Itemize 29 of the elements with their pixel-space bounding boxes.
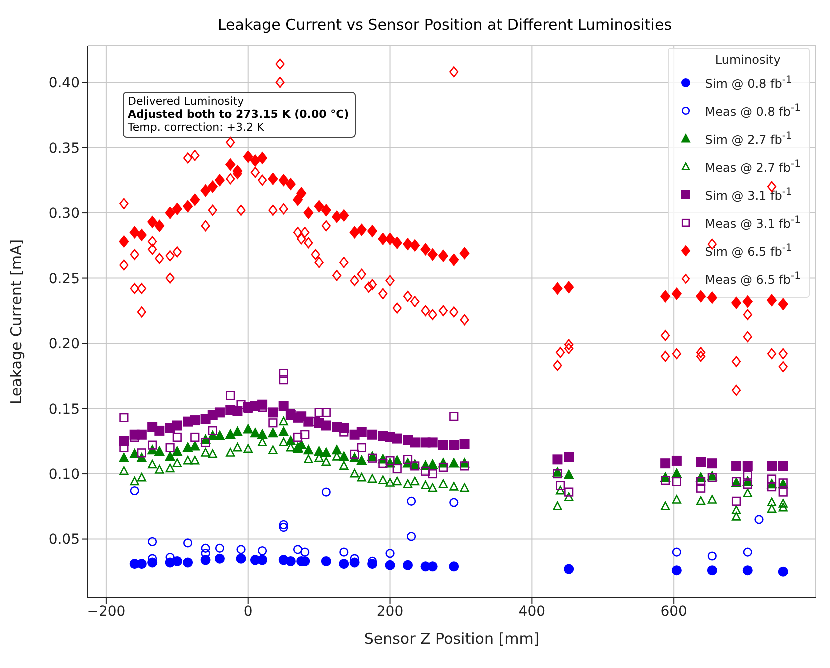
y-axis-title: Leakage Current [mA] [7,239,26,405]
y-tick-label: 0.30 [48,206,80,222]
annotation: Adjusted both to 273.15 K (0.00 °C) [128,108,350,121]
x-tick-label: 400 [518,604,546,620]
y-tick-label: 0.35 [48,140,80,157]
legend-label: Meas @ 2.7 fb$^{-1}$ [705,159,801,175]
legend-label: Sim @ 0.8 fb$^{-1}$ [705,75,792,91]
y-tick-label: 0.10 [48,467,80,483]
x-tick-label: −200 [87,604,126,620]
legend-label: Meas @ 0.8 fb$^{-1}$ [705,103,801,119]
y-tick-label: 0.25 [48,271,80,288]
x-tick-label: 200 [376,604,404,620]
y-tick-label: 0.40 [48,76,80,92]
legend-label: Sim @ 2.7 fb$^{-1}$ [705,131,792,147]
legend-title: Luminosity [714,53,782,67]
annotation: Delivered Luminosity [128,95,246,108]
chart-title: Leakage Current vs Sensor Position at Different Luminosities [216,15,674,36]
x-tick-label: 600 [660,604,688,620]
legend-label: Meas @ 3.1 fb$^{-1}$ [705,215,801,231]
legend-label: Sim @ 3.1 fb$^{-1}$ [705,187,792,203]
y-tick-label: 0.05 [48,532,80,548]
annotation: Temp. correction: +3.2 K [128,121,266,134]
y-tick-label: 0.15 [48,402,80,418]
legend-label: Sim @ 6.5 fb$^{-1}$ [705,243,792,259]
info-box: Delivered Luminosity Adjusted both to 273.15 K (0.00 °C) Temp. correction: +3.2 K [123,92,356,138]
x-tick-label: 0 [244,604,253,620]
y-tick-label: 0.20 [48,336,80,352]
x-axis-title: Sensor Z Position [mm] [364,630,540,648]
legend-label: Meas @ 6.5 fb$^{-1}$ [705,271,801,287]
